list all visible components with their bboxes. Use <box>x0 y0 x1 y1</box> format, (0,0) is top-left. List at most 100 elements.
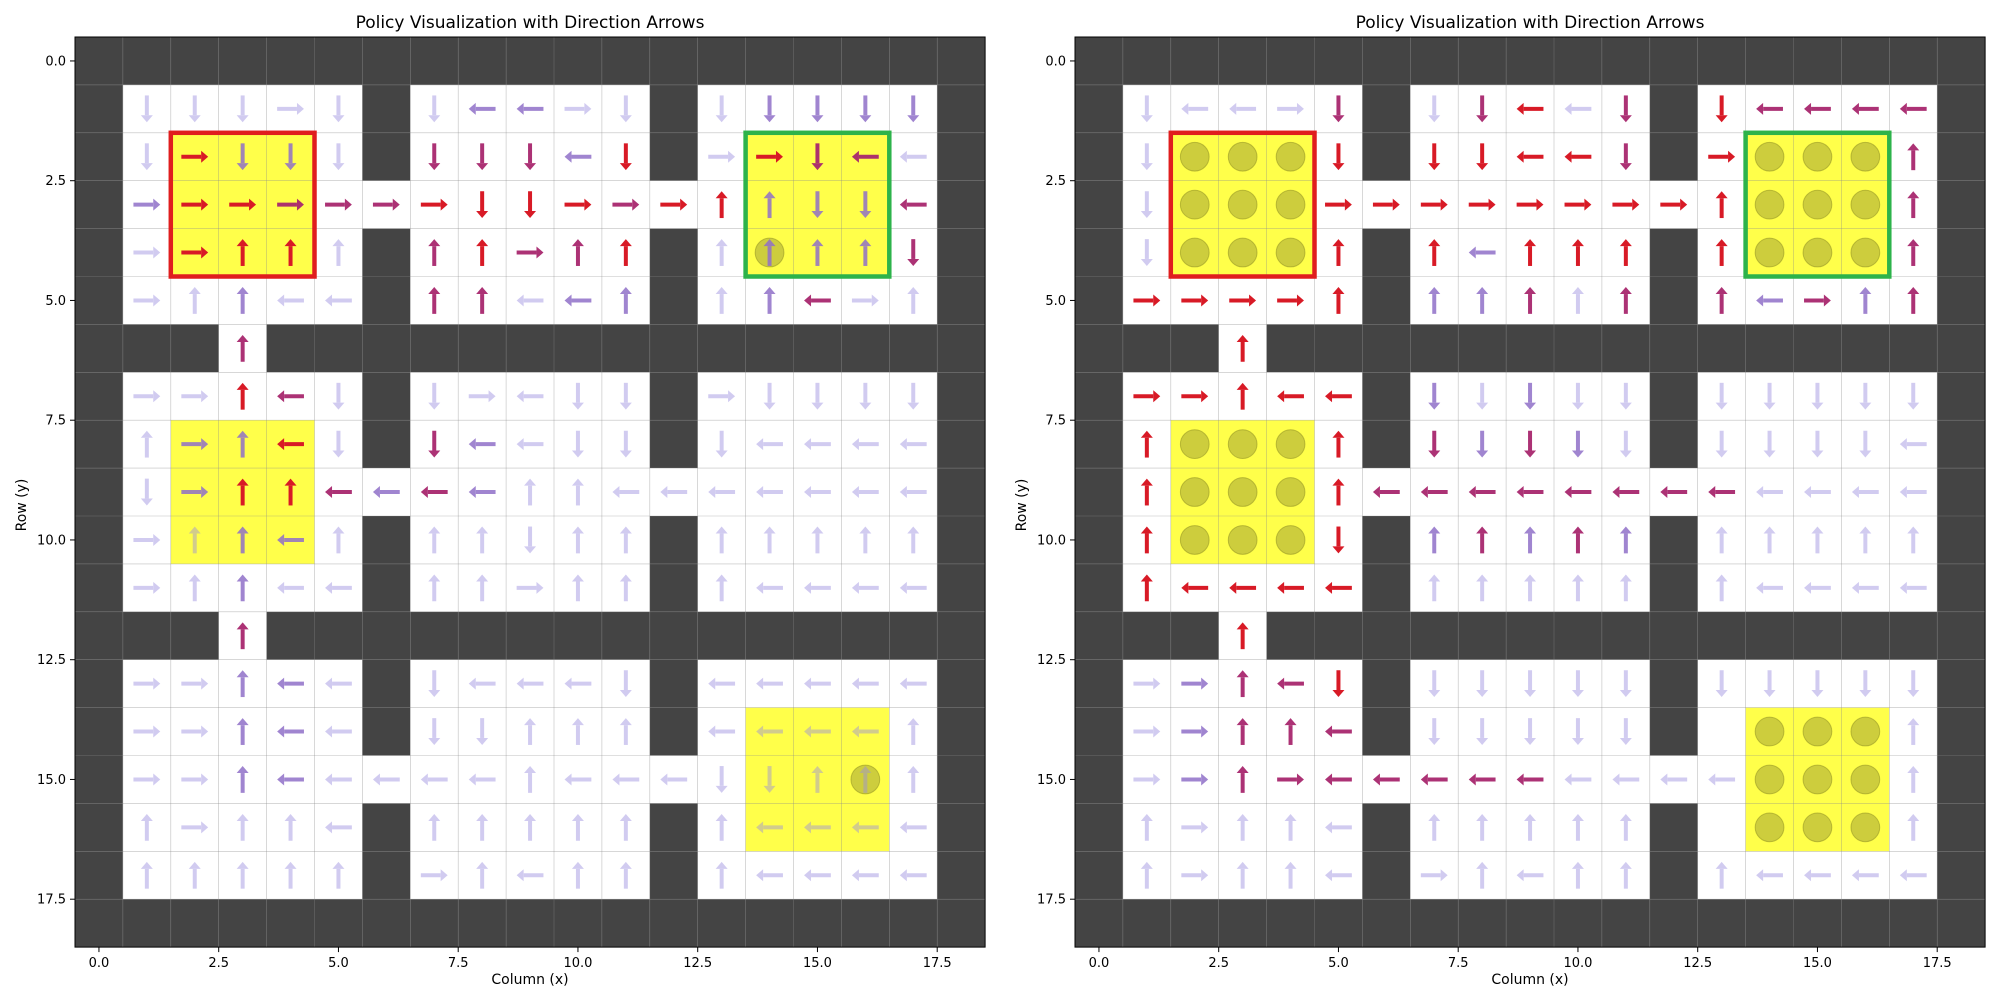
wall-cell <box>1601 611 1650 660</box>
wall-cell <box>362 563 411 612</box>
arrow-head <box>277 294 285 307</box>
arrow-head <box>851 150 859 163</box>
policy-arrow-down <box>811 191 824 219</box>
wall-cell <box>1649 611 1698 660</box>
policy-arrow-down <box>1811 382 1824 410</box>
policy-arrow-down <box>428 670 441 698</box>
arrow-head <box>1619 402 1632 410</box>
policy-arrow-left <box>899 869 927 882</box>
wall-cell <box>649 563 698 612</box>
arrow-head <box>1516 773 1524 786</box>
wall-cell <box>362 132 411 181</box>
policy-arrow-down <box>1140 191 1153 219</box>
floor-cell <box>1697 851 1746 900</box>
floor-cell <box>1601 851 1650 900</box>
policy-arrow-left <box>804 438 831 451</box>
floor-cell <box>793 851 842 900</box>
floor-cell <box>1554 276 1602 325</box>
x-tick-label: 7.5 <box>448 956 469 971</box>
policy-arrow-right <box>1133 725 1161 738</box>
arrow-head <box>1571 239 1584 247</box>
agent-circle <box>1227 477 1258 507</box>
policy-arrow-down <box>332 382 345 410</box>
arrow-head <box>1899 486 1907 499</box>
policy-arrow-right <box>1133 677 1161 690</box>
arrow-head <box>428 526 441 534</box>
agent-circle <box>1850 141 1881 172</box>
arrow-head <box>1619 574 1632 582</box>
arrow-head <box>476 163 489 171</box>
arrow-head <box>1201 773 1209 786</box>
arrow-head <box>1236 670 1249 678</box>
policy-arrow-up <box>907 766 920 793</box>
arrow-head <box>763 785 776 793</box>
arrow-head <box>859 526 872 534</box>
floor-cell <box>314 276 363 325</box>
arrow-head <box>1392 198 1400 211</box>
arrow-head <box>1619 861 1632 869</box>
policy-arrow-left <box>1229 581 1257 594</box>
arrow-head <box>1476 813 1489 821</box>
wall-cell <box>122 37 171 85</box>
policy-arrow-down <box>332 430 345 458</box>
policy-arrow-right <box>1420 198 1448 211</box>
agent-circle <box>1850 716 1881 747</box>
floor-cell <box>1745 468 1794 516</box>
wall-cell <box>649 324 698 373</box>
agent-circle <box>1754 764 1785 795</box>
floor-cell <box>1506 707 1554 756</box>
arrow-head <box>1428 690 1441 698</box>
wall-cell <box>889 611 938 660</box>
wall-cell <box>75 851 123 900</box>
policy-arrow-up <box>1715 239 1728 266</box>
policy-arrow-left <box>1899 102 1927 115</box>
arrow-head <box>907 258 920 266</box>
policy-arrow-right <box>133 294 161 307</box>
wall-cell <box>1506 611 1554 660</box>
policy-arrow-left <box>756 438 783 451</box>
policy-arrow-right <box>181 725 209 738</box>
wall-cell <box>1075 372 1123 421</box>
arrow-head <box>859 239 872 247</box>
arrow-head <box>1571 574 1584 582</box>
arrow-head <box>763 191 776 199</box>
wall-cell <box>697 37 746 85</box>
policy-arrow-down <box>1571 382 1584 410</box>
y-tick-label: 12.5 <box>1037 653 1066 668</box>
policy-arrow-down <box>524 526 537 554</box>
y-tick-label: 17.5 <box>37 893 66 908</box>
arrow-head <box>851 821 859 834</box>
floor-cell <box>410 851 459 900</box>
floor-cell <box>314 851 363 900</box>
policy-arrow-down <box>715 766 728 793</box>
policy-arrow-up <box>1571 813 1584 841</box>
wall-cell <box>75 755 123 804</box>
floor-cell <box>889 132 938 181</box>
x-tick-label: 2.5 <box>208 956 229 971</box>
wall-cell <box>1362 563 1411 612</box>
wall-cell <box>889 899 938 948</box>
wall-cell <box>1889 324 1938 373</box>
floor-cell <box>745 563 794 612</box>
arrow-head <box>660 486 668 499</box>
arrow-head <box>763 526 776 534</box>
arrow-head <box>715 861 728 869</box>
policy-arrow-down <box>1476 670 1489 698</box>
arrow-head <box>756 869 764 882</box>
arrow-head <box>907 718 920 726</box>
y-axis-label: Row (y) <box>1014 479 1030 532</box>
floor-cell <box>697 468 746 516</box>
floor-cell <box>745 468 794 516</box>
arrow-head <box>201 246 209 259</box>
agent-circle <box>1802 237 1833 268</box>
arrow-head <box>1632 198 1640 211</box>
arrow-head <box>1859 690 1872 698</box>
wall-cell <box>1075 851 1123 900</box>
arrow-head <box>584 102 592 115</box>
floor-cell <box>601 707 650 756</box>
arrow-head <box>804 677 812 690</box>
policy-arrow-right <box>181 773 209 786</box>
wall-cell <box>889 37 938 85</box>
policy-arrow-left <box>804 821 831 834</box>
policy-arrow-up <box>1428 813 1441 841</box>
